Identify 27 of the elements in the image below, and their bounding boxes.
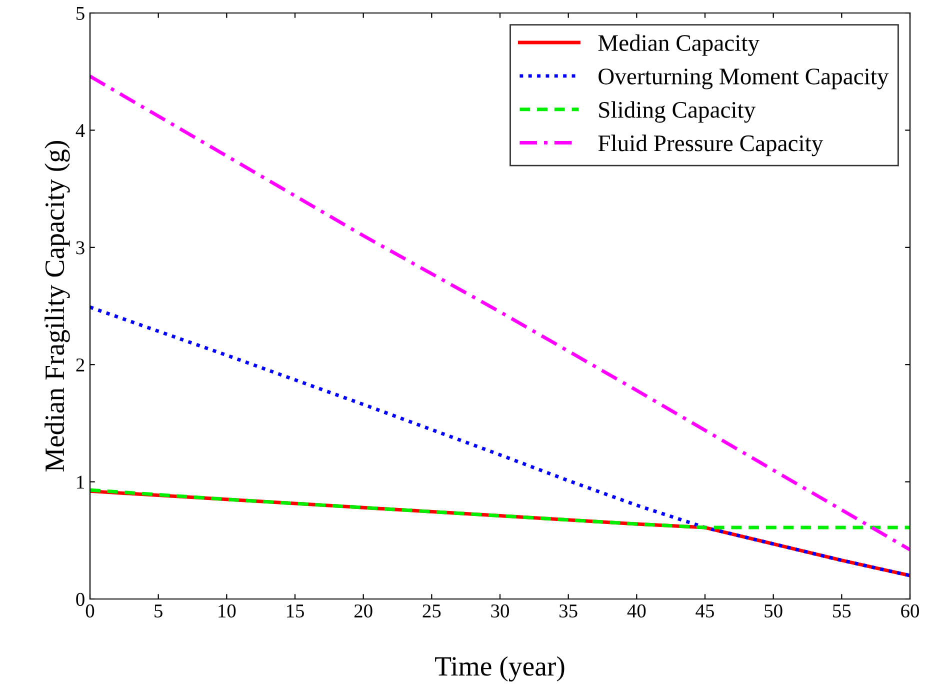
x-tick-label: 10 [218, 604, 236, 618]
legend-label: Sliding Capacity [599, 101, 756, 123]
y-tick-label: 4 [76, 124, 85, 137]
y-tick-label: 1 [77, 476, 84, 489]
line-series [90, 488, 910, 530]
y-tick-label: 0 [76, 592, 84, 606]
y-tick-label: 2 [76, 358, 84, 372]
y-axis-title: Median Fragility Capacity (g) [44, 140, 70, 472]
x-tick-label: 35 [560, 604, 578, 618]
legend-label: Fluid Pressure Capacity [598, 134, 824, 156]
x-tick-label: 15 [286, 604, 304, 618]
x-tick-label: 40 [627, 604, 646, 618]
y-tick-label: 3 [76, 241, 84, 254]
x-tick-label: 50 [764, 604, 782, 618]
x-axis-title: Time (year) [435, 656, 564, 682]
line-series [90, 305, 910, 578]
x-tick-label: 30 [491, 604, 509, 618]
legend-label: Median Capacity [598, 34, 760, 56]
x-tick-label: 0 [86, 604, 94, 618]
y-tick-label: 5 [76, 7, 84, 20]
x-tick-label: 60 [901, 604, 919, 618]
x-tick-label: 20 [354, 604, 372, 618]
x-tick-label: 25 [422, 604, 441, 618]
x-tick-label: 55 [833, 604, 851, 618]
legend-label: Overturning Moment Capacity [598, 68, 889, 90]
x-tick-label: 45 [696, 604, 714, 618]
x-tick-label: 5 [154, 604, 162, 618]
